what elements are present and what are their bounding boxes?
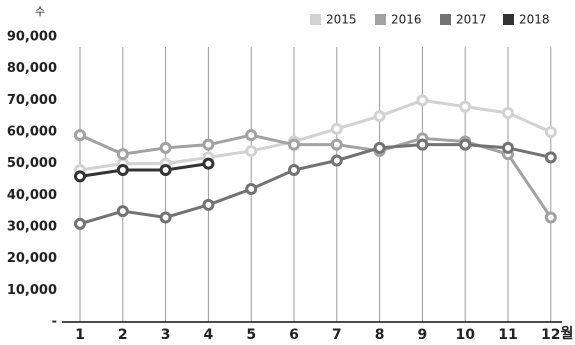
x-tick-label: 12 bbox=[541, 327, 560, 343]
series-line bbox=[79, 98, 552, 172]
y-tick-label: - bbox=[52, 315, 57, 330]
x-tick-label: 7 bbox=[332, 327, 342, 343]
y-tick-label: 30,000 bbox=[7, 220, 57, 235]
marker bbox=[159, 141, 172, 154]
legend-swatch bbox=[375, 14, 386, 25]
marker bbox=[74, 129, 86, 142]
marker bbox=[245, 129, 258, 142]
marker bbox=[245, 183, 258, 195]
marker bbox=[159, 164, 172, 176]
y-tick-label: 20,000 bbox=[7, 251, 57, 266]
x-unit: 월 bbox=[561, 325, 574, 342]
series-line bbox=[79, 162, 209, 178]
y-tick-label: 90,000 bbox=[7, 30, 57, 45]
marker bbox=[74, 170, 86, 183]
legend-swatch bbox=[310, 14, 321, 25]
x-tick-label: 5 bbox=[246, 327, 256, 343]
series-line bbox=[79, 133, 553, 219]
legend-label: 2017 bbox=[456, 13, 487, 27]
marker bbox=[330, 154, 343, 167]
marker bbox=[416, 94, 429, 107]
y-tick-label: 50,000 bbox=[7, 156, 57, 171]
marker bbox=[202, 157, 215, 170]
legend-label: 2018 bbox=[519, 13, 550, 27]
marker bbox=[544, 151, 557, 164]
y-tick-label: 70,000 bbox=[7, 93, 57, 108]
x-tick-label: 8 bbox=[375, 327, 385, 343]
x-tick-label: 2 bbox=[118, 327, 128, 343]
marker bbox=[202, 138, 215, 151]
marker bbox=[416, 138, 429, 151]
marker bbox=[116, 148, 129, 161]
marker bbox=[202, 198, 215, 211]
marker bbox=[116, 164, 129, 176]
legend-swatch bbox=[503, 14, 514, 25]
marker bbox=[459, 100, 472, 113]
y-tick-label: 10,000 bbox=[7, 283, 57, 298]
marker bbox=[288, 164, 300, 176]
marker bbox=[330, 138, 343, 151]
x-tick-label: 3 bbox=[161, 327, 171, 343]
y-tick-label: 80,000 bbox=[7, 61, 57, 76]
legend-swatch bbox=[440, 14, 451, 25]
marker bbox=[544, 211, 557, 224]
legend-label: 2015 bbox=[326, 13, 357, 27]
x-tick-label: 10 bbox=[455, 327, 475, 343]
marker bbox=[373, 110, 386, 123]
x-tick-label: 11 bbox=[498, 327, 517, 343]
marker bbox=[330, 122, 343, 135]
marker bbox=[74, 217, 86, 230]
marker bbox=[116, 205, 129, 218]
y-tick-label: 60,000 bbox=[7, 125, 57, 140]
marker bbox=[502, 107, 514, 119]
marker bbox=[159, 211, 172, 224]
y-tick-label: 40,000 bbox=[7, 188, 57, 203]
x-tick-label: 4 bbox=[204, 327, 214, 343]
y-unit: 수 bbox=[35, 5, 45, 18]
marker bbox=[459, 138, 472, 151]
x-tick-label: 6 bbox=[289, 327, 299, 343]
marker bbox=[245, 145, 258, 157]
x-tick-label: 1 bbox=[75, 327, 85, 343]
marker bbox=[502, 141, 514, 154]
marker bbox=[288, 138, 300, 151]
legend-label: 2016 bbox=[391, 13, 422, 27]
series-line bbox=[79, 143, 552, 226]
marker bbox=[544, 126, 557, 138]
x-tick-label: 9 bbox=[418, 327, 428, 343]
marker bbox=[373, 141, 386, 154]
